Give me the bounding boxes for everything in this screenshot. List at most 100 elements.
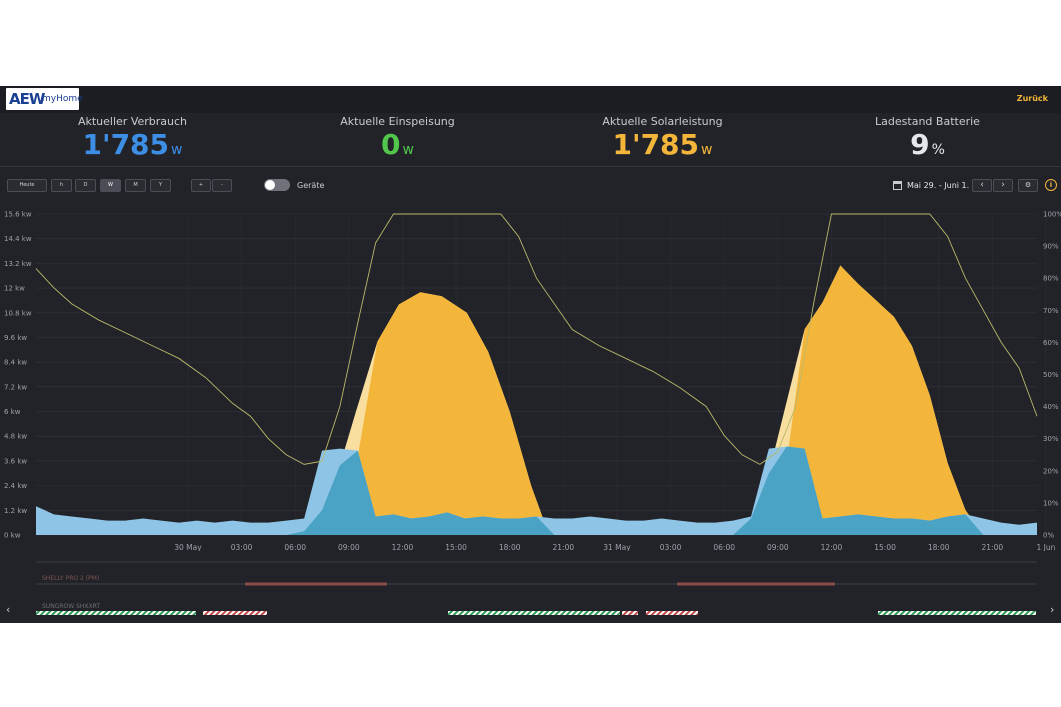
x-tick: 03:00 — [660, 543, 682, 551]
stat-battery-label: Ladestand Batterie — [875, 115, 980, 128]
inverter-bar-normal — [448, 611, 620, 615]
aew-logo: AEW myHome — [6, 88, 83, 110]
stat-consumption-value: 1'785 w — [0, 130, 265, 165]
stat-battery-value: 9% — [795, 130, 1060, 165]
week-button[interactable]: W — [100, 179, 121, 192]
x-tick: 18:00 — [499, 543, 521, 551]
y-right-tick: 20% — [1043, 467, 1059, 475]
inverter-bar-alert — [622, 611, 638, 615]
y-left-tick: 0 kw — [4, 532, 21, 540]
scroll-left-icon[interactable]: ‹ — [6, 603, 10, 616]
inverter-bar-alert — [646, 611, 698, 615]
zoom-in-button[interactable]: + — [191, 179, 211, 192]
inverter-bar-alert — [203, 611, 267, 615]
stat-battery: Ladestand Batterie 9% — [795, 115, 1060, 165]
stat-consumption-unit: w — [171, 142, 183, 158]
back-link[interactable]: Zurück — [1016, 94, 1048, 103]
stat-consumption: Aktueller Verbrauch 1'785 w — [0, 115, 265, 165]
x-tick: 03:00 — [231, 543, 253, 551]
top-bar: AEW myHome Zurück — [0, 86, 1061, 113]
y-right-tick: 50% — [1043, 371, 1059, 379]
prev-period-button[interactable]: ‹ — [972, 179, 992, 192]
chart-areas — [35, 213, 1038, 535]
stat-solar-unit: w — [701, 142, 713, 158]
inverter-bar-normal — [36, 611, 196, 615]
y-left-tick: 9.6 kw — [4, 334, 27, 342]
stat-consumption-label: Aktueller Verbrauch — [77, 115, 188, 128]
y-left-tick: 4.8 kw — [4, 433, 27, 441]
y-left-tick: 7.2 kw — [4, 383, 27, 391]
device-label-shelly: SHELLY PRO 2 (PM) — [42, 575, 99, 582]
device-active-bar — [245, 582, 387, 586]
hour-button[interactable]: h — [51, 179, 72, 192]
today-button[interactable]: Heute — [7, 179, 47, 192]
stats-divider — [0, 166, 1061, 167]
x-tick: 21:00 — [553, 543, 575, 551]
stat-solar-value: 1'785 w — [530, 130, 795, 165]
stat-consumption-number: 1'785 — [82, 128, 170, 161]
stat-feed-in-unit: w — [402, 142, 414, 158]
y-right-tick: 80% — [1043, 275, 1059, 283]
scroll-right-icon[interactable]: › — [1050, 603, 1054, 616]
x-tick: 09:00 — [338, 543, 360, 551]
x-tick: 06:00 — [284, 543, 306, 551]
info-icon[interactable]: i — [1045, 179, 1057, 191]
y-left-tick: 8.4 kw — [4, 359, 27, 367]
devices-toggle[interactable] — [264, 179, 290, 191]
self-use-area — [36, 446, 1037, 535]
settings-button[interactable]: ⚙ — [1018, 179, 1038, 192]
y-left-tick: 1.2 kw — [4, 507, 27, 515]
x-tick: 21:00 — [982, 543, 1004, 551]
y-right-tick: 40% — [1043, 403, 1059, 411]
solar-area — [298, 265, 984, 535]
day-button[interactable]: D — [75, 179, 96, 192]
y-right-tick: 0% — [1043, 532, 1054, 540]
y-right-tick: 70% — [1043, 307, 1059, 315]
x-tick: 15:00 — [445, 543, 467, 551]
x-tick: 31 May — [603, 543, 631, 551]
y-left-tick: 10.8 kw — [4, 309, 32, 317]
x-tick: 15:00 — [874, 543, 896, 551]
logo-subtitle: myHome — [42, 94, 83, 104]
month-button[interactable]: M — [125, 179, 146, 192]
x-tick: 18:00 — [928, 543, 950, 551]
x-tick: 06:00 — [713, 543, 735, 551]
y-left-tick: 13.2 kw — [4, 260, 32, 268]
year-button[interactable]: Y — [150, 179, 171, 192]
y-left-tick: 15.6 kw — [4, 211, 32, 219]
stat-solar-label: Aktuelle Solarleistung — [602, 115, 723, 128]
toggle-knob — [265, 180, 275, 190]
next-period-button[interactable]: › — [993, 179, 1013, 192]
devices-toggle-label: Geräte — [297, 181, 325, 190]
y-right-tick: 90% — [1043, 243, 1059, 251]
y-right-tick: 60% — [1043, 339, 1059, 347]
y-axis-right: 0% 10% 20% 30% 40% 50% 60% 70% 80% 90% 100% — [1043, 211, 1061, 540]
stat-battery-number: 9 — [910, 128, 930, 161]
app-window: AEW myHome Zurück Aktueller Verbrauch 1'… — [0, 86, 1061, 623]
stat-feed-in-number: 0 — [381, 128, 401, 161]
stat-solar: Aktuelle Solarleistung 1'785 w — [530, 115, 795, 165]
y-left-tick: 6 kw — [4, 408, 21, 416]
logo-text: AEW — [9, 90, 45, 108]
y-left-tick: 12 kw — [4, 285, 25, 293]
inverter-bar-normal — [878, 611, 1036, 615]
x-tick: 09:00 — [767, 543, 789, 551]
x-tick: 30 May — [174, 543, 202, 551]
stat-solar-number: 1'785 — [612, 128, 700, 161]
date-range[interactable]: Mai 29. - Juni 1. — [907, 181, 970, 190]
y-right-tick: 100% — [1043, 211, 1061, 219]
x-tick: 12:00 — [821, 543, 843, 551]
device-active-bar — [677, 582, 835, 586]
stat-battery-unit: % — [931, 142, 945, 158]
device-timeline: SHELLY PRO 2 (PM) SUNGROW SHXXRT ‹ › — [6, 561, 1054, 616]
y-axis-left: 0 kw 1.2 kw 2.4 kw 3.6 kw 4.8 kw 6 kw 7.2 kw 8.… — [4, 211, 32, 540]
y-left-tick: 2.4 kw — [4, 482, 27, 490]
y-right-tick: 10% — [1043, 499, 1059, 507]
x-tick: 12:00 — [392, 543, 414, 551]
zoom-out-button[interactable]: - — [212, 179, 232, 192]
y-left-tick: 14.4 kw — [4, 235, 32, 243]
calendar-icon[interactable] — [893, 181, 902, 190]
y-right-tick: 30% — [1043, 435, 1059, 443]
